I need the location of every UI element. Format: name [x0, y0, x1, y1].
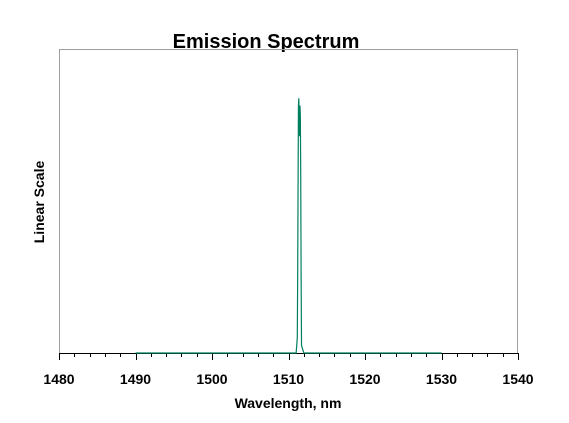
x-tick-label: 1510 [273, 371, 304, 387]
x-axis-label: Wavelength, nm [235, 395, 342, 411]
x-tick-label: 1520 [349, 371, 380, 387]
x-tick-label: 1490 [120, 371, 151, 387]
x-axis-ticks [59, 353, 519, 360]
y-axis-label: Linear Scale [31, 161, 47, 244]
x-axis-tick-labels: 1480 1490 1500 1510 1520 1530 1540 [43, 371, 533, 387]
x-tick-label: 1530 [426, 371, 457, 387]
series-group [135, 98, 442, 354]
spectrum-series-line [135, 98, 442, 354]
chart-title: Emission Spectrum [173, 31, 360, 53]
plot-area-frame [59, 49, 518, 354]
x-tick-label: 1540 [502, 371, 533, 387]
x-tick-label: 1500 [196, 371, 227, 387]
x-tick-label: 1480 [43, 371, 74, 387]
